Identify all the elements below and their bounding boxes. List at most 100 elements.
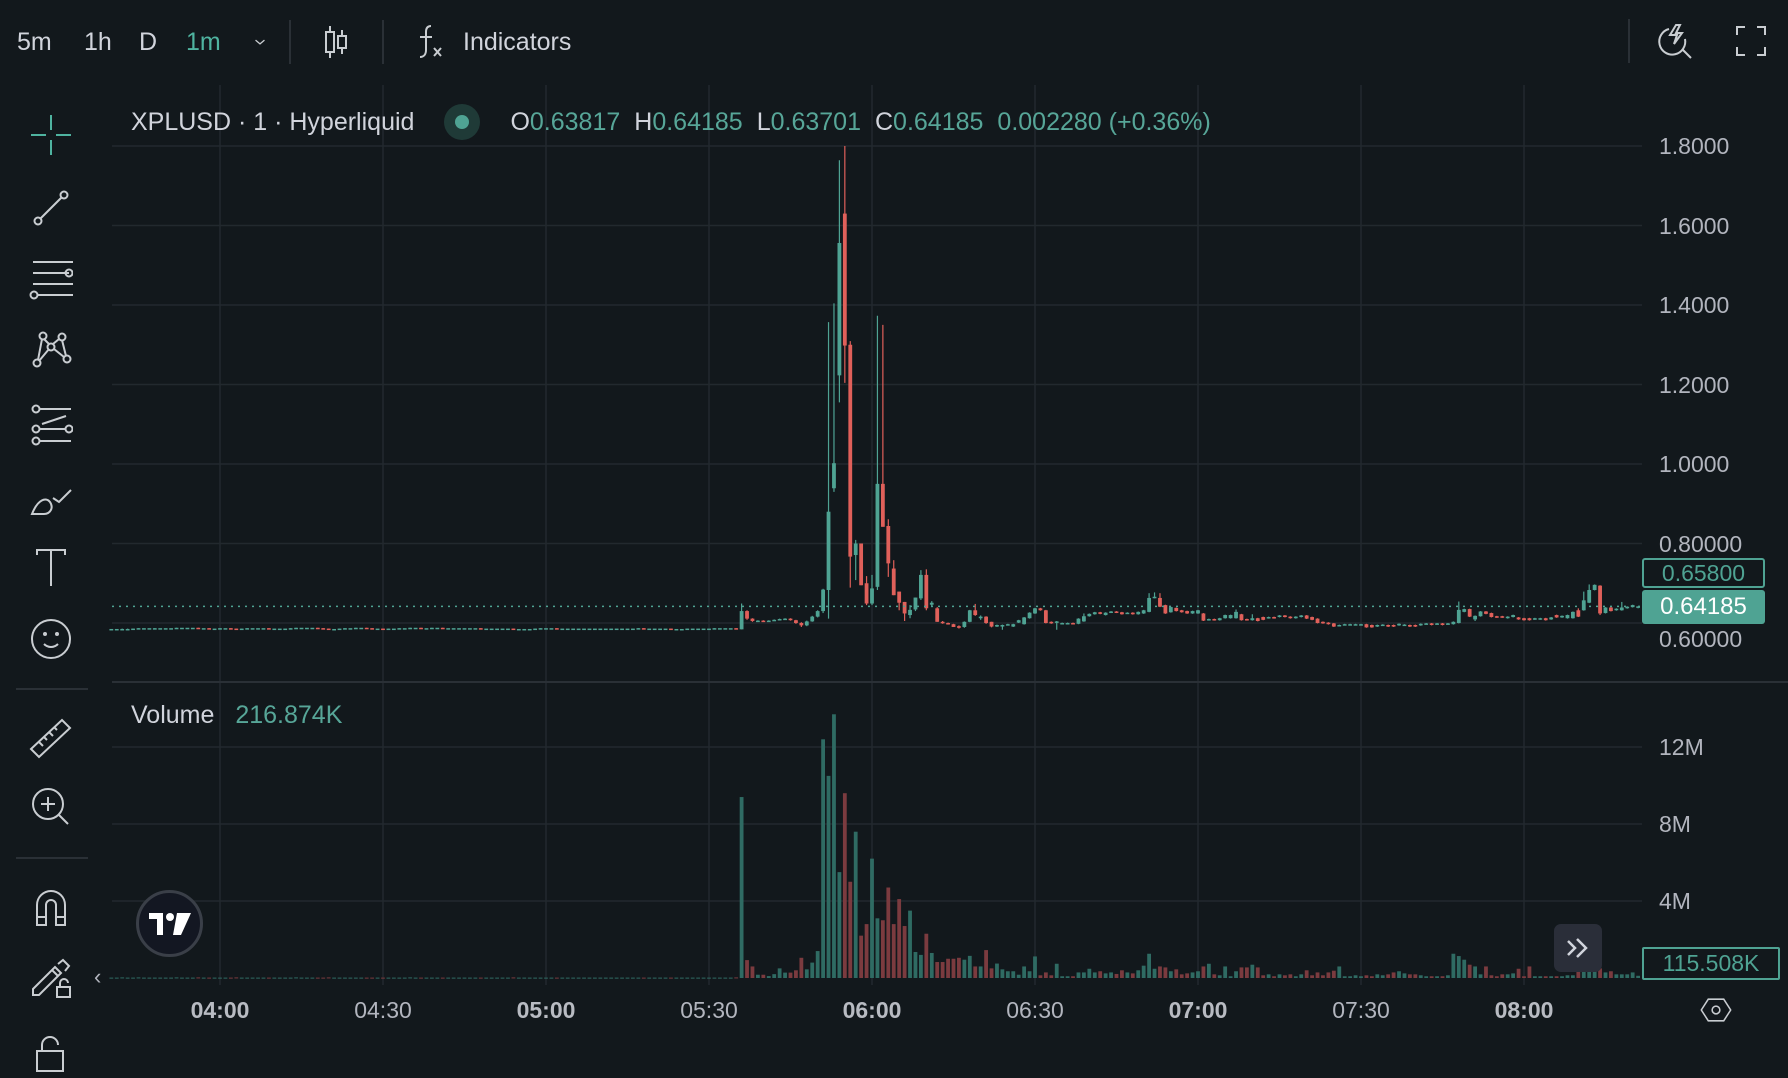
ruler-icon[interactable] <box>26 713 76 763</box>
candle-body <box>353 627 358 630</box>
settings-icon[interactable] <box>1691 985 1741 1035</box>
volume-bar <box>435 977 440 979</box>
candle-body <box>560 628 565 631</box>
candle-body <box>886 526 891 564</box>
volume-label[interactable]: Volume <box>131 701 215 729</box>
candle-body <box>424 628 429 630</box>
volume-bar <box>419 977 423 979</box>
pattern-icon[interactable] <box>26 325 76 375</box>
candle-body <box>299 627 304 630</box>
candle-body <box>951 624 956 627</box>
candle-body <box>1011 624 1016 627</box>
candle-body <box>174 627 179 630</box>
candle-body <box>1429 623 1434 625</box>
volume-bar <box>169 977 173 979</box>
open-label: O <box>510 108 530 136</box>
volume-bar <box>679 977 684 979</box>
volume-bar <box>951 958 956 978</box>
interval-1m[interactable]: 1m <box>186 28 221 56</box>
tradingview-logo[interactable] <box>136 890 203 957</box>
indicators-button[interactable]: Indicators <box>463 28 572 56</box>
crosshair-icon[interactable] <box>26 110 76 160</box>
candle-body <box>679 628 684 631</box>
candle-body <box>603 628 608 631</box>
candle-body <box>451 628 456 630</box>
volume-bar <box>1152 968 1157 978</box>
volume-bar <box>424 977 429 979</box>
candle-body <box>783 618 787 621</box>
fullscreen-icon[interactable] <box>1726 16 1776 66</box>
candle-body <box>794 620 798 623</box>
volume-bar <box>1293 976 1298 978</box>
candle-body <box>924 574 929 609</box>
volume-bar <box>256 977 260 979</box>
candle-body <box>609 628 614 631</box>
volume-bar <box>109 977 114 979</box>
interval-5m[interactable]: 5m <box>17 28 52 56</box>
volume-bar <box>1571 975 1575 978</box>
volume-bar <box>1418 975 1423 978</box>
candle-body <box>1185 611 1190 614</box>
volume-bar <box>283 977 288 979</box>
text-icon[interactable] <box>26 542 76 592</box>
interval-1h[interactable]: 1h <box>84 28 112 56</box>
candle-body <box>397 628 402 630</box>
volume-bar <box>1266 974 1271 978</box>
chevron-down-icon[interactable] <box>235 17 285 67</box>
zoom-in-icon[interactable] <box>26 782 76 832</box>
volume-bar <box>783 972 787 978</box>
volume-bar <box>674 977 679 979</box>
candle-body <box>1625 606 1630 609</box>
volume-bar <box>397 977 402 979</box>
volume-bar <box>598 977 603 979</box>
candle-body <box>902 601 907 614</box>
scroll-left-icon[interactable]: ‹ <box>94 964 102 989</box>
volume-bar <box>1321 975 1325 978</box>
candle-body <box>1092 612 1097 615</box>
lock-icon[interactable] <box>26 1028 76 1078</box>
horizontal-lines-icon[interactable] <box>26 253 76 303</box>
volume-bar <box>1440 976 1445 978</box>
magnet-icon[interactable] <box>26 882 76 932</box>
volume-bar <box>1022 966 1027 978</box>
volume-bar <box>837 872 842 978</box>
volume-bar <box>1130 973 1135 978</box>
interval-d[interactable]: D <box>139 28 158 56</box>
volume-bar <box>794 970 798 978</box>
scroll-to-realtime-button[interactable] <box>1554 924 1602 972</box>
candle-body <box>669 628 673 631</box>
candles-icon[interactable] <box>311 17 361 67</box>
candle-body <box>413 627 418 630</box>
volume-bar <box>631 977 635 979</box>
candle-body <box>880 483 885 527</box>
candle-body <box>1375 624 1380 627</box>
volume-tick-label: 4M <box>1659 888 1691 914</box>
brush-icon[interactable] <box>26 471 76 521</box>
emoji-icon[interactable] <box>26 614 76 664</box>
fx-icon[interactable] <box>404 17 454 67</box>
candle-body <box>647 628 652 631</box>
trend-line-icon[interactable] <box>26 183 76 233</box>
candle-body <box>201 628 206 630</box>
volume-bar <box>859 935 864 978</box>
symbol-title[interactable]: XPLUSD · 1 · Hyperliquid <box>131 108 415 136</box>
candle-body <box>283 628 288 631</box>
lightning-search-icon[interactable] <box>1649 16 1699 66</box>
volume-bar <box>1299 974 1304 978</box>
lock-drawing-icon[interactable] <box>26 952 76 1002</box>
candlestick-chart[interactable] <box>0 0 1788 1052</box>
volume-bar <box>1625 974 1630 978</box>
candle-body <box>1467 609 1472 617</box>
volume-bar <box>337 977 342 979</box>
candle-body <box>185 627 190 630</box>
volume-bar <box>201 977 206 979</box>
candle-body <box>1326 622 1331 625</box>
volume-bar <box>696 977 701 979</box>
fib-icon[interactable] <box>26 399 76 449</box>
volume-bar <box>756 974 760 978</box>
volume-bar <box>1456 956 1461 978</box>
volume-bar <box>1522 976 1526 978</box>
volume-bar <box>511 977 516 979</box>
volume-bar <box>766 976 771 978</box>
candle-body <box>631 628 635 631</box>
